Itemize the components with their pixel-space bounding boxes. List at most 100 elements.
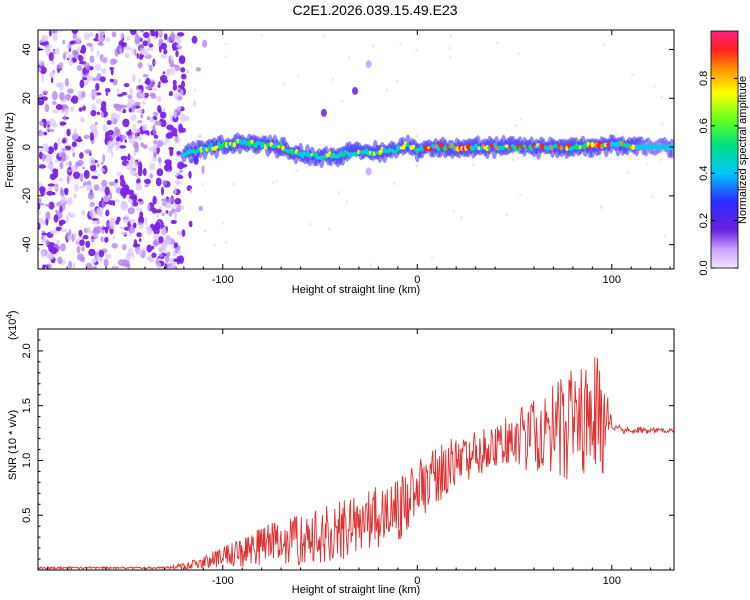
noise-speckle (198, 205, 203, 212)
noise-speckle (385, 88, 389, 93)
x-tick-label: -100 (212, 274, 234, 286)
noise-speckle (106, 120, 112, 126)
noise-speckle (69, 160, 72, 168)
noise-speckle (130, 30, 137, 36)
noise-speckle (122, 118, 130, 128)
noise-speckle (84, 149, 92, 155)
noise-speckle (347, 56, 351, 60)
noise-speckle (174, 197, 182, 205)
noise-speckle (89, 132, 94, 141)
noise-speckle (167, 197, 175, 204)
noise-speckle (188, 170, 192, 179)
noise-speckle (74, 36, 82, 44)
noise-speckle (149, 117, 155, 123)
noise-speckle (44, 103, 50, 113)
noise-speckles (38, 30, 667, 269)
noise-speckle (142, 168, 147, 176)
noise-speckle (371, 44, 375, 48)
noise-speckle (153, 140, 157, 145)
noise-speckle (91, 103, 97, 112)
noise-speckle (61, 138, 66, 144)
snr-y-axis-label: SNR (10 * v/v) (7, 410, 19, 480)
noise-speckle (136, 109, 144, 114)
noise-speckle (88, 32, 94, 37)
noise-speckle (168, 55, 171, 65)
noise-speckle (126, 130, 132, 136)
noise-speckle (505, 213, 508, 217)
noise-speckle (144, 184, 149, 188)
noise-speckle (153, 124, 156, 128)
noise-speckle (78, 107, 83, 112)
noise-speckle (160, 53, 167, 59)
noise-speckle (128, 189, 134, 196)
noise-speckle (137, 198, 143, 202)
chart-title: C2E1.2026.039.15.49.E23 (292, 2, 458, 18)
noise-speckle (45, 153, 53, 163)
noise-speckle (119, 42, 127, 46)
noise-speckle (193, 88, 197, 92)
noise-speckle (155, 30, 159, 38)
noise-speckle (45, 211, 51, 221)
noise-speckle (143, 130, 150, 135)
noise-speckle (50, 30, 56, 34)
noise-speckle (109, 221, 116, 230)
noise-speckle (479, 136, 483, 140)
x-tick-label: 0 (414, 274, 420, 286)
noise-speckle (627, 171, 630, 175)
noise-speckle (472, 163, 475, 167)
x-tick-label: 100 (603, 575, 621, 587)
noise-speckle (134, 48, 137, 56)
noise-speckle (161, 186, 164, 196)
noise-speckle (47, 183, 55, 187)
noise-speckle (146, 47, 154, 51)
noise-speckle (201, 182, 204, 186)
noise-speckle (123, 83, 130, 88)
noise-speckle (172, 83, 178, 91)
noise-speckle (116, 44, 122, 51)
noise-speckle (59, 161, 64, 170)
noise-speckle (179, 169, 183, 173)
noise-speckle (120, 231, 128, 236)
signal-track (180, 132, 674, 169)
noise-speckle (129, 87, 134, 96)
noise-speckle (38, 151, 43, 160)
noise-speckle (81, 91, 86, 98)
noise-speckle (178, 255, 184, 264)
noise-speckle (175, 247, 179, 254)
track-core (250, 139, 254, 145)
noise-speckle (214, 158, 218, 162)
noise-speckle (322, 34, 326, 38)
noise-speckle (95, 63, 101, 71)
noise-speckle (71, 141, 77, 148)
noise-speckle (100, 168, 106, 172)
noise-speckle (100, 111, 104, 118)
noise-speckle (151, 252, 157, 258)
noise-speckle (95, 98, 102, 104)
noise-speckle (127, 94, 133, 100)
x-tick-label: 100 (603, 274, 621, 286)
noise-speckle (161, 79, 169, 84)
noise-speckle (111, 31, 117, 38)
noise-speckle (64, 145, 70, 149)
noise-speckle (138, 78, 141, 85)
y-tick-label: 0 (21, 144, 33, 150)
noise-speckle (73, 128, 78, 136)
colorbar-tick-label: 0.8 (698, 71, 710, 86)
noise-speckle (224, 42, 227, 46)
noise-speckle (53, 214, 59, 223)
noise-speckle (176, 175, 184, 179)
noise-speckle (213, 243, 216, 247)
noise-speckle (101, 179, 108, 188)
noise-speckle (180, 127, 186, 133)
y-tick-label: 2.0 (21, 343, 33, 358)
noise-speckle (92, 128, 99, 138)
noise-speckle (145, 51, 150, 58)
noise-speckle (222, 221, 225, 225)
noise-speckle (275, 179, 279, 183)
noise-speckle (603, 43, 606, 47)
noise-speckle (114, 199, 121, 203)
noise-speckle (174, 136, 181, 145)
noise-speckle (161, 212, 165, 217)
noise-speckle (53, 186, 59, 190)
noise-speckle (143, 31, 150, 39)
